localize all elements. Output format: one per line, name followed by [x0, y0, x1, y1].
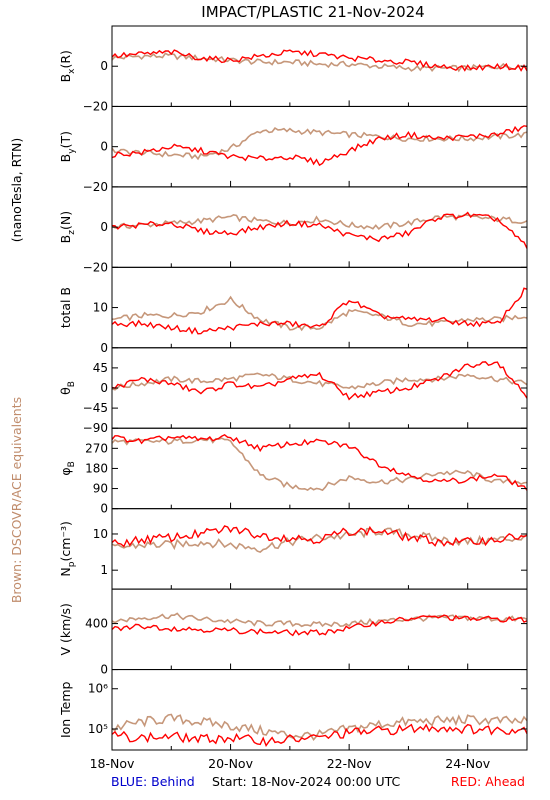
- series-ahead-by: [111, 125, 528, 167]
- panel-v: 400 0 V (km/s): [58, 588, 528, 677]
- y-tick-label-temp: 10⁵: [88, 722, 108, 736]
- series-ace-equivalent-btot: [111, 295, 528, 332]
- y-axis-label-btot: total B: [58, 287, 73, 328]
- series-ahead-temp: [111, 723, 528, 747]
- y-tick-label-bz: −20: [83, 260, 108, 274]
- units-side-label: (nanoTesla, RTN): [9, 138, 24, 242]
- y-tick-label-bz: 0: [100, 220, 108, 234]
- series-ace-equivalent-by: [111, 127, 528, 161]
- y-tick-label-temp: 10⁶: [88, 682, 108, 696]
- y-tick-label-theta: −45: [83, 401, 108, 415]
- panel-temp: 10⁶ 10⁵ Ion Temp: [58, 669, 528, 751]
- y-tick-label-phi: 0: [100, 502, 108, 516]
- panel-by: 0 −20 By(T): [58, 105, 528, 194]
- y-axis-label-by: By(T): [58, 131, 77, 162]
- panel-bz: 0 −20 Bz(N): [58, 186, 528, 274]
- panel-theta: 45 0 −45 −90 θB: [58, 347, 528, 435]
- footer-ahead-label: RED: Ahead: [451, 774, 525, 789]
- panel-btot: 10 0 total B: [58, 266, 528, 355]
- y-tick-label-phi: 180: [85, 461, 108, 475]
- x-tick-label: 24-Nov: [445, 756, 490, 771]
- series-ahead-np: [111, 525, 528, 548]
- panel-frame-temp: [111, 669, 528, 751]
- y-tick-label-phi: 270: [85, 441, 108, 455]
- x-axis: 18-Nov 20-Nov 22-Nov 24-Nov: [90, 100, 528, 771]
- y-tick-label-theta: 0: [100, 381, 108, 395]
- panel-frame-by: [111, 105, 528, 188]
- series-ahead-bz: [111, 211, 528, 249]
- series-ace-equivalent-phi: [111, 436, 528, 492]
- y-axis-label-temp: Ion Temp: [58, 681, 73, 738]
- y-tick-label-bx: 0: [100, 59, 108, 73]
- y-axis-label-bz: Bz(N): [58, 211, 77, 243]
- panel-frame-bz: [111, 186, 528, 268]
- panel-phi: 270 180 90 0 φB: [58, 427, 528, 516]
- y-tick-label-btot: 10: [93, 301, 108, 315]
- y-axis-label-v: V (km/s): [58, 603, 73, 655]
- series-ahead-v: [111, 614, 528, 637]
- y-tick-label-np: 10: [93, 527, 108, 541]
- equivalents-side-label: Brown: DSCOVR/ACE equivalents: [9, 397, 24, 603]
- series-ace-equivalent-bz: [111, 213, 528, 231]
- x-tick-label: 18-Nov: [90, 756, 135, 771]
- footer-behind-label: BLUE: Behind: [111, 774, 195, 789]
- y-tick-label-by: −20: [83, 180, 108, 194]
- y-axis-label-bx: Bx(R): [58, 50, 77, 82]
- y-axis-label-np: Np(cm⁻³): [58, 521, 77, 577]
- panel-np: 10 1 Np(cm⁻³): [58, 508, 528, 590]
- y-axis-label-theta: θB: [58, 381, 77, 395]
- series-ahead-phi: [111, 433, 528, 491]
- series-ace-equivalent-temp: [111, 713, 528, 741]
- y-tick-label-by: 0: [100, 140, 108, 154]
- y-tick-label-phi: 90: [93, 482, 108, 496]
- x-tick-label: 20-Nov: [208, 756, 253, 771]
- panel-frame-v: [111, 588, 528, 671]
- y-tick-label-theta: −90: [83, 421, 108, 435]
- y-tick-label-np: 1: [100, 563, 108, 577]
- panel-frame-theta: [111, 347, 528, 429]
- series-ace-equivalent-v: [111, 612, 528, 628]
- series-ace-equivalent-np: [111, 527, 528, 554]
- series-ahead-btot: [111, 287, 528, 335]
- y-tick-label-v: 0: [100, 663, 108, 677]
- series-ace-equivalent-bx: [111, 52, 528, 73]
- footer-start-label: Start: 18-Nov-2024 00:00 UTC: [212, 774, 401, 789]
- series-ace-equivalent-theta: [111, 372, 528, 391]
- y-axis-label-phi: φB: [58, 461, 77, 475]
- chart-title: IMPACT/PLASTIC 21-Nov-2024: [201, 3, 424, 21]
- y-tick-label-btot: 0: [100, 341, 108, 355]
- panel-frame-btot: [111, 266, 528, 349]
- panel-bx: 0 −20 Bx(R): [58, 25, 528, 113]
- series-ahead-theta: [111, 361, 528, 401]
- series-ahead-bx: [111, 49, 528, 72]
- x-tick-label: 22-Nov: [327, 756, 372, 771]
- y-tick-label-theta: 45: [93, 361, 108, 375]
- y-tick-label-bx: −20: [83, 99, 108, 113]
- y-tick-label-v: 400: [85, 617, 108, 631]
